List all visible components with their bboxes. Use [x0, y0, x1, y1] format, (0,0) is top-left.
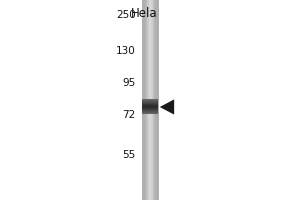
- Bar: [149, 0, 150, 200]
- Bar: [150, 0, 151, 200]
- Bar: [157, 0, 158, 200]
- Bar: [158, 0, 159, 200]
- Bar: [152, 0, 153, 200]
- Text: 130: 130: [116, 46, 136, 56]
- Bar: [142, 102, 158, 103]
- Bar: [157, 0, 158, 200]
- Bar: [148, 0, 149, 200]
- Text: Hela: Hela: [131, 7, 157, 20]
- Bar: [142, 99, 158, 100]
- Bar: [142, 112, 158, 113]
- Bar: [142, 110, 158, 111]
- Bar: [142, 113, 158, 114]
- Bar: [142, 104, 158, 105]
- Text: 95: 95: [122, 78, 136, 88]
- Bar: [142, 109, 158, 110]
- Polygon shape: [160, 99, 174, 115]
- Bar: [147, 0, 148, 200]
- Bar: [156, 0, 157, 200]
- Bar: [142, 101, 158, 102]
- Text: 72: 72: [122, 110, 136, 120]
- Bar: [143, 0, 144, 200]
- Bar: [142, 100, 158, 101]
- Bar: [145, 0, 146, 200]
- Bar: [142, 0, 143, 200]
- Bar: [145, 0, 146, 200]
- Bar: [150, 0, 151, 200]
- Bar: [142, 106, 158, 107]
- Text: 55: 55: [122, 150, 136, 160]
- Bar: [155, 0, 156, 200]
- Bar: [142, 106, 158, 107]
- Bar: [155, 0, 156, 200]
- Bar: [142, 107, 158, 108]
- Bar: [142, 109, 158, 110]
- Bar: [147, 0, 148, 200]
- Bar: [146, 0, 147, 200]
- Bar: [142, 111, 158, 112]
- Bar: [146, 0, 147, 200]
- Bar: [142, 105, 158, 106]
- Bar: [144, 0, 145, 200]
- Bar: [143, 0, 144, 200]
- Bar: [142, 103, 158, 104]
- Bar: [154, 0, 155, 200]
- Bar: [148, 0, 149, 200]
- Bar: [142, 108, 158, 109]
- Bar: [153, 0, 154, 200]
- Text: 250: 250: [116, 10, 136, 20]
- Bar: [151, 0, 152, 200]
- Bar: [142, 112, 158, 113]
